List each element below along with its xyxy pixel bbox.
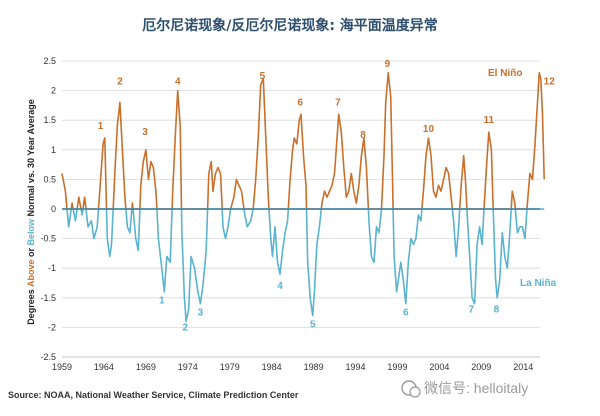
event-number-label: 5 (310, 319, 316, 330)
event-number-label: 5 (260, 71, 266, 82)
y-tick-label: -2 (48, 322, 56, 332)
event-number-label: 8 (360, 130, 366, 141)
x-tick-label: 1964 (94, 362, 114, 372)
legend-el-nino: El Niño (488, 68, 522, 79)
source-note: Source: NOAA, National Weather Service, … (8, 390, 299, 400)
event-number-label: 4 (277, 281, 283, 292)
y-axis-label-part: or (26, 246, 36, 260)
y-axis-label-part: Above (26, 260, 36, 288)
legend-la-nina: La Niña (520, 278, 557, 289)
series-el-nino-line (61, 72, 545, 210)
event-number-label: 2 (117, 77, 123, 88)
y-tick-label: 2.5 (43, 56, 56, 66)
x-tick-label: 1969 (136, 362, 156, 372)
x-tick-label: 1974 (178, 362, 198, 372)
y-tick-label: 1 (51, 145, 56, 155)
x-tick-label: 1994 (345, 362, 365, 372)
watermark-text: 微信号: helloitaly (424, 380, 528, 396)
y-tick-label: -2.5 (40, 352, 56, 362)
y-axis: 2.5 2 1.5 1 0.5 0 -0.5 -1 -1.5 -2 -2.5 (40, 56, 56, 362)
event-number-label: 3 (198, 308, 204, 319)
x-tick-label: 2004 (429, 362, 449, 372)
watermark: 微信号: helloitaly (401, 380, 528, 398)
wechat-icon-bubble (409, 386, 421, 398)
x-tick-label: 1984 (262, 362, 282, 372)
x-tick-label: 2014 (513, 362, 533, 372)
y-tick-label: 2 (51, 86, 56, 96)
y-tick-label: 1.5 (43, 115, 56, 125)
event-number-label: 2 (182, 322, 188, 333)
event-number-label: 7 (335, 97, 341, 108)
event-number-label: 6 (403, 308, 409, 319)
event-number-label: 3 (142, 127, 148, 138)
event-number-label: 9 (385, 59, 391, 70)
event-number-label: 10 (423, 124, 435, 135)
y-axis-label-part: Degrees (26, 287, 36, 325)
event-number-label: 7 (468, 305, 474, 316)
y-tick-label: 0 (51, 204, 56, 214)
event-number-label: 8 (494, 305, 500, 316)
event-number-label: 12 (544, 77, 556, 88)
event-number-label: 4 (175, 77, 181, 88)
event-number-label: 1 (159, 296, 165, 307)
y-axis-label: Degrees Above or Below Normal vs. 30 Yea… (26, 99, 36, 324)
y-tick-label: -0.5 (40, 234, 56, 244)
x-tick-label: 1979 (220, 362, 240, 372)
x-tick-label: 1989 (304, 362, 324, 372)
event-number-label: 11 (484, 115, 495, 126)
y-tick-label: -1 (48, 263, 56, 273)
event-number-label: 6 (297, 97, 303, 108)
plot-area (61, 72, 545, 323)
y-tick-label: -1.5 (40, 293, 56, 303)
chart-title: 厄尔尼诺现象/反厄尔尼诺现象: 海平面温度异常 (142, 17, 438, 34)
event-number-label: 1 (98, 121, 104, 132)
x-tick-label: 1959 (52, 362, 72, 372)
x-tick-label: 1999 (387, 362, 407, 372)
y-axis-label-part: Normal vs. 30 Year Average (26, 99, 36, 219)
x-tick-label: 2009 (471, 362, 491, 372)
y-tick-label: 0.5 (43, 174, 56, 184)
y-axis-label-part: Below (26, 218, 36, 246)
x-axis: 1959 1964 1969 1974 1979 1984 1989 1994 1999 2004… (52, 356, 540, 372)
